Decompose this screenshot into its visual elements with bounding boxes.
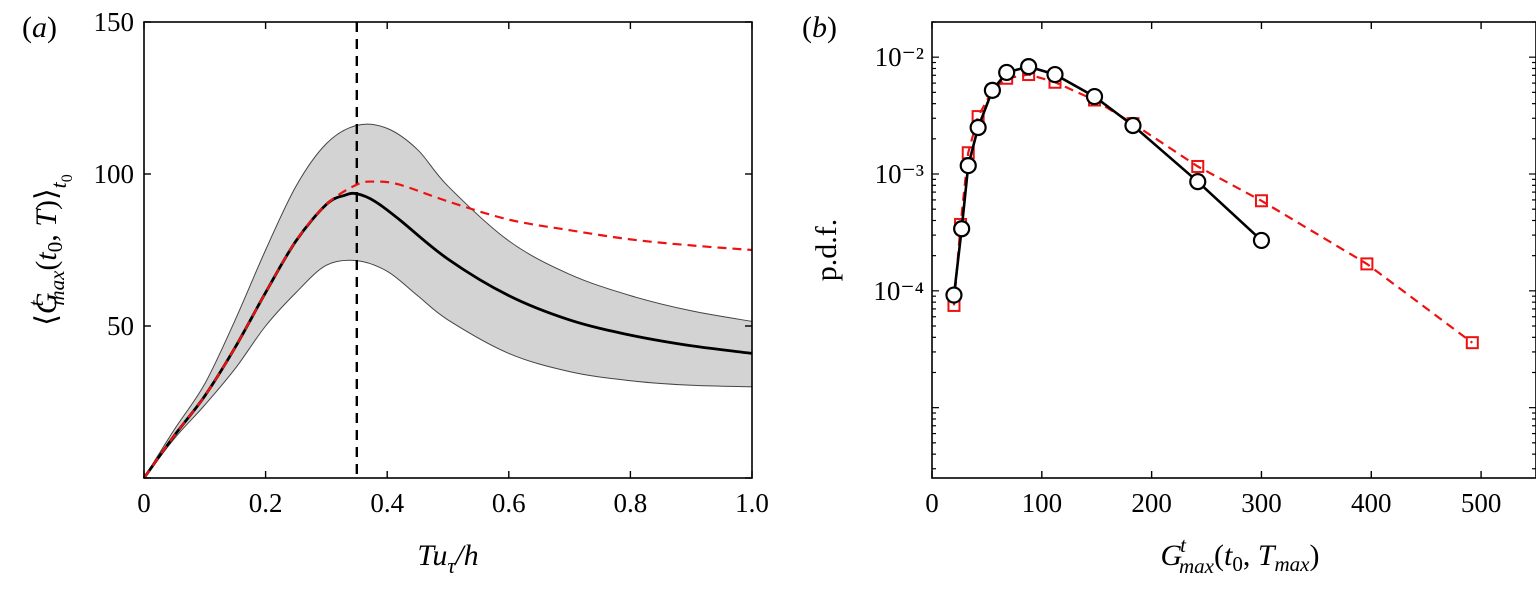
x-tick-label: 0 [925,488,939,518]
y-tick-label: 50 [107,311,134,341]
y-tick-label: 100 [94,159,135,189]
y-axis-title-b: p.d.f. [810,219,843,282]
marker-circle [1020,58,1038,76]
x-axis-title-b: Gt max(t0, Tmax) [1160,533,1319,578]
marker-square [1254,194,1268,208]
y-axis-title-a: ⟨Gtmax(t0, T)⟩t0 [24,174,76,326]
x-tick-label: 200 [1131,488,1172,518]
marker-circle [969,118,987,137]
y-tick-labels-b: 10⁻⁴ 10⁻³ 10⁻² [873,42,924,306]
marker-circle [1124,116,1142,135]
x-tick-label: 1.0 [735,488,769,518]
marker-circle [953,220,971,238]
x-tick-label: 0.8 [614,488,648,518]
ticks-a [143,21,753,479]
marker-circle [1252,231,1271,250]
x-tick-label: 300 [1241,488,1282,518]
x-tick-label: 500 [1461,488,1502,518]
y-tick-label: 10⁻³ [875,159,924,189]
marker-circle [1085,87,1104,106]
panel-b: (b) 0 100 200 300 400 500 10⁻⁴ 10⁻³ 10⁻² Gt max(… [802,11,1536,578]
panel-a-label: (a) [22,11,57,44]
plot-frame-a [143,21,753,479]
marker-square [1191,159,1205,173]
series-group [945,58,1479,350]
x-tick-label: 0.2 [249,488,283,518]
x-tick-labels-b: 0 100 200 300 400 500 [925,488,1501,518]
series-line-dashed-red [143,180,753,479]
marker-circle [1046,65,1064,84]
panel-b-label: (b) [802,11,837,44]
series-group [142,180,753,479]
y-tick-label: 10⁻⁴ [873,276,924,306]
panel-a: (a) 0 0.2 0.4 0.6 0.8 1.0 50 100 150 Tuτ/h ⟨Gtm… [22,7,769,578]
marker-circle [945,286,963,304]
marker-circle [998,63,1016,82]
x-tick-label: 0 [137,488,151,518]
y-tick-label: 150 [94,7,135,37]
x-tick-label: 100 [1022,488,1063,518]
band-fill [144,124,752,479]
x-tick-label: 0.4 [370,488,404,518]
y-tick-label: 10⁻² [875,42,924,72]
marker-circle [983,81,1002,99]
band-lower-edge [143,259,753,479]
series-line-solid-black [952,65,1263,296]
series-line-dashed-red [952,73,1473,344]
confidence-band [143,123,753,479]
x-axis-title-a: Tuτ/h [417,539,478,578]
marker-square [1360,257,1374,271]
marker-circle [1189,173,1207,191]
x-tick-label: 0.6 [492,488,526,518]
marker-circle [959,157,977,175]
x-tick-label: 400 [1351,488,1392,518]
y-tick-labels-a: 50 100 150 [94,7,135,341]
x-tick-labels-a: 0 0.2 0.4 0.6 0.8 1.0 [137,488,769,518]
series-line-solid-black [142,191,753,479]
band-upper-edge [143,123,753,479]
marker-square [1465,336,1479,350]
plot-frame-b [931,21,1536,479]
ticks-b [931,21,1536,478]
